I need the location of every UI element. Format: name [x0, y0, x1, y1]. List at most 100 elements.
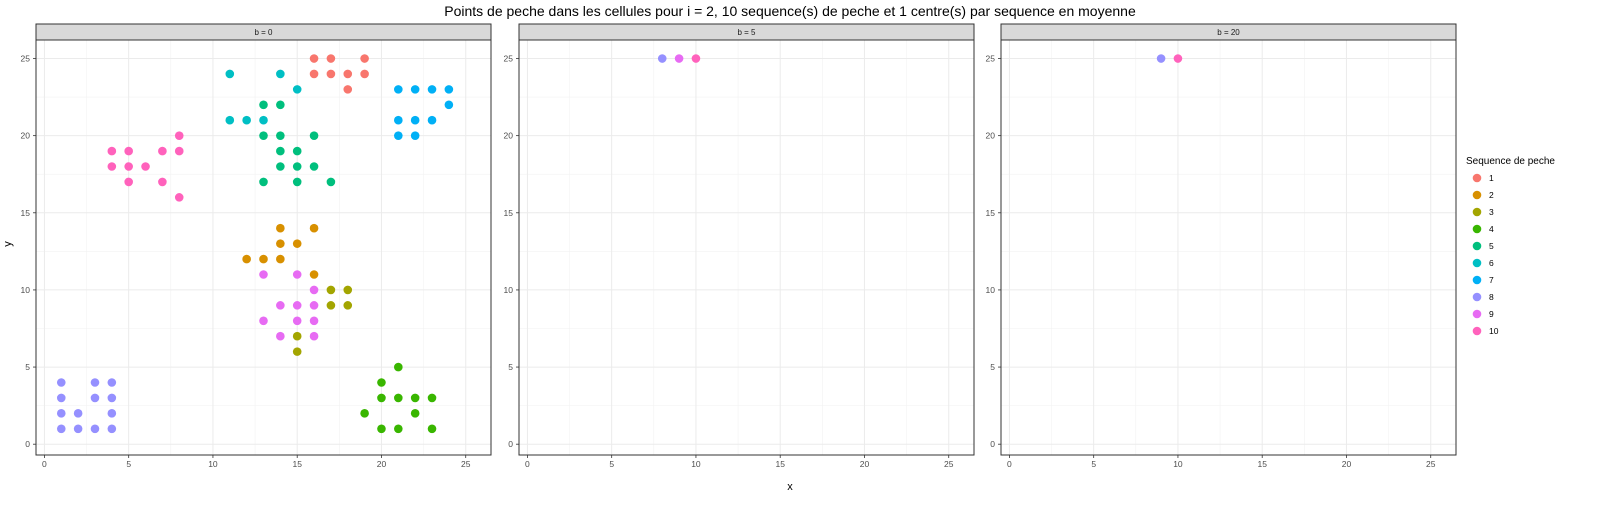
- point-seq-8: [56, 393, 66, 403]
- point-seq-4: [410, 393, 420, 403]
- x-tick-label: 10: [691, 459, 701, 469]
- x-tick-label: 25: [461, 459, 471, 469]
- point-seq-8: [73, 424, 83, 434]
- y-tick-label: 10: [986, 285, 996, 295]
- legend-label-1: 1: [1489, 173, 1494, 183]
- x-tick-label: 15: [1257, 459, 1267, 469]
- legend-items: 1 2 3 4 5 6 7 8 9 10: [1472, 173, 1499, 336]
- point-seq-9: [309, 316, 319, 326]
- point-seq-4: [360, 409, 369, 418]
- y-tick-label: 15: [21, 208, 31, 218]
- legend-label-6: 6: [1489, 258, 1494, 268]
- point-seq-9: [292, 301, 302, 310]
- point-seq-10: [691, 54, 701, 63]
- chart-title: Points de peche dans les cellules pour i…: [444, 3, 1136, 19]
- point-seq-4: [377, 424, 386, 434]
- point-seq-4: [377, 378, 386, 387]
- x-tick-label: 25: [944, 459, 954, 469]
- y-tick-label: 15: [504, 208, 514, 218]
- point-seq-4: [394, 362, 403, 372]
- point-seq-10: [124, 177, 133, 187]
- x-tick-label: 5: [126, 459, 131, 469]
- point-seq-5: [276, 100, 285, 110]
- point-seq-9: [259, 270, 268, 279]
- point-seq-9: [309, 301, 319, 310]
- point-seq-3: [292, 331, 302, 341]
- y-tick-label: 5: [990, 362, 995, 372]
- point-seq-4: [427, 424, 437, 434]
- point-seq-6: [242, 115, 251, 125]
- y-tick-label: 5: [25, 362, 30, 372]
- point-seq-1: [360, 69, 369, 79]
- point-seq-8: [56, 378, 66, 387]
- point-seq-7: [394, 115, 403, 125]
- y-tick-label: 10: [21, 285, 31, 295]
- point-seq-8: [73, 409, 83, 418]
- point-seq-3: [326, 301, 336, 310]
- y-tick-label: 20: [504, 131, 514, 141]
- legend-key-3: [1472, 207, 1482, 217]
- point-seq-5: [309, 162, 319, 171]
- point-seq-7: [394, 131, 403, 140]
- legend-label-8: 8: [1489, 292, 1494, 302]
- point-seq-6: [276, 69, 285, 79]
- point-seq-7: [394, 85, 403, 94]
- panel-background: [519, 40, 974, 455]
- x-axis-label: x: [787, 481, 793, 493]
- point-seq-9: [674, 54, 684, 63]
- panel-background: [1001, 40, 1456, 455]
- point-seq-8: [657, 54, 667, 63]
- point-seq-2: [259, 254, 268, 264]
- point-seq-1: [309, 69, 319, 79]
- legend-title: Sequence de peche: [1466, 156, 1555, 167]
- point-seq-4: [410, 409, 420, 418]
- y-tick-label: 25: [504, 54, 514, 64]
- point-seq-10: [174, 146, 184, 156]
- point-seq-8: [1156, 54, 1166, 63]
- point-seq-7: [427, 85, 437, 94]
- point-seq-1: [343, 69, 353, 79]
- point-seq-2: [276, 239, 285, 248]
- point-seq-5: [292, 162, 302, 171]
- point-seq-9: [292, 270, 302, 279]
- point-seq-5: [292, 177, 302, 187]
- point-seq-5: [259, 100, 268, 110]
- point-seq-10: [141, 162, 150, 171]
- point-seq-9: [292, 316, 302, 326]
- point-seq-5: [259, 131, 268, 140]
- legend-label-5: 5: [1489, 241, 1494, 251]
- x-tick-label: 0: [42, 459, 47, 469]
- point-seq-3: [292, 347, 302, 356]
- point-seq-8: [107, 424, 117, 434]
- y-tick-label: 5: [508, 362, 513, 372]
- point-seq-9: [276, 301, 285, 310]
- legend-key-6: [1472, 258, 1482, 268]
- y-tick-label: 20: [21, 131, 31, 141]
- point-seq-8: [56, 424, 66, 434]
- y-tick-label: 0: [990, 439, 995, 449]
- point-seq-2: [242, 254, 251, 264]
- point-seq-3: [343, 301, 353, 310]
- legend-key-8: [1472, 292, 1482, 302]
- x-tick-label: 5: [609, 459, 614, 469]
- point-seq-4: [377, 393, 386, 403]
- legend-key-9: [1472, 309, 1482, 319]
- legend-label-10: 10: [1489, 326, 1499, 336]
- legend-key-5: [1472, 241, 1482, 251]
- y-axis-label: y: [2, 241, 14, 247]
- point-seq-5: [292, 146, 302, 156]
- panel-0: b = 0 0 5 10 15 20 25 0 5 10 15 20 25: [21, 23, 492, 469]
- x-tick-label: 10: [208, 459, 218, 469]
- point-seq-3: [343, 285, 353, 295]
- x-tick-label: 15: [775, 459, 785, 469]
- legend-key-10: [1472, 326, 1482, 336]
- y-tick-label: 0: [508, 439, 513, 449]
- x-tick-label: 20: [1342, 459, 1352, 469]
- point-seq-2: [276, 223, 285, 233]
- point-seq-10: [1173, 54, 1183, 63]
- point-seq-5: [309, 131, 319, 140]
- y-tick-label: 25: [21, 54, 31, 64]
- legend-key-1: [1472, 173, 1482, 183]
- point-seq-7: [427, 115, 437, 125]
